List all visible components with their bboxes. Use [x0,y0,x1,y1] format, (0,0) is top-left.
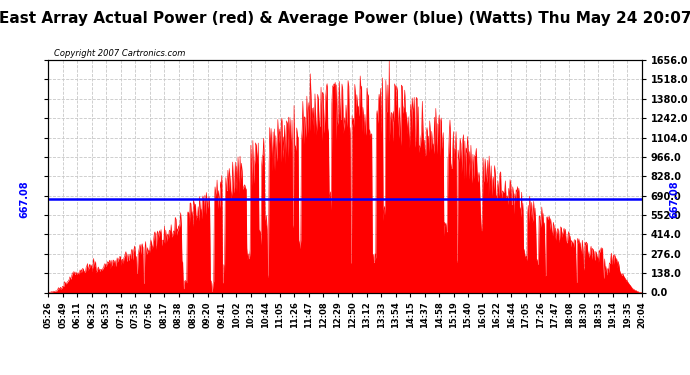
Text: 667.08: 667.08 [669,180,680,218]
Text: 667.08: 667.08 [19,180,30,218]
Text: Copyright 2007 Cartronics.com: Copyright 2007 Cartronics.com [55,49,186,58]
Text: East Array Actual Power (red) & Average Power (blue) (Watts) Thu May 24 20:07: East Array Actual Power (red) & Average … [0,11,690,26]
